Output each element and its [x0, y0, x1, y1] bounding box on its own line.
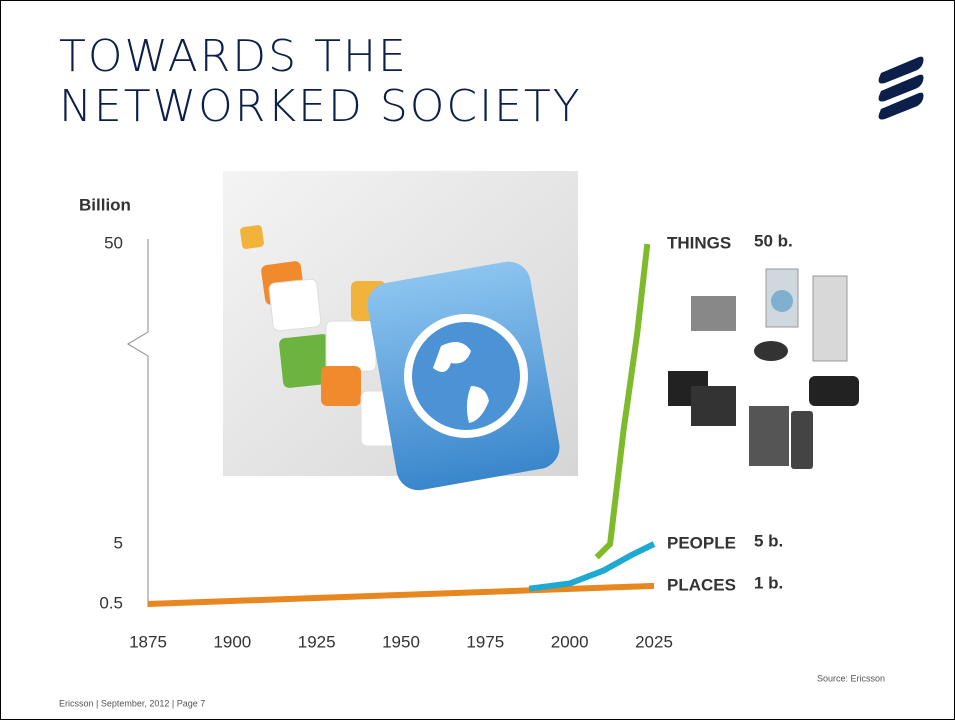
series-total: 1 b. [754, 573, 783, 592]
x-tick-label: 2000 [551, 632, 589, 651]
ericsson-logo [878, 56, 924, 120]
x-tick-label: 1875 [129, 632, 167, 651]
footer: Ericsson | September, 2012 | Page 7 [59, 698, 205, 708]
series-total: 5 b. [754, 531, 783, 550]
y-axis [127, 239, 149, 607]
series-line [594, 243, 651, 560]
y-axis-label: Billion [79, 195, 131, 214]
device-icons [668, 268, 859, 469]
x-tick-label: 1900 [213, 632, 251, 651]
title-line: NETWORKED SOCIETY [59, 81, 582, 132]
series-line [147, 582, 655, 607]
series-label: PEOPLE [667, 533, 736, 552]
series-label: PLACES [667, 575, 736, 594]
y-tick-label: 50 [104, 233, 123, 252]
title-line: TOWARDS THE [59, 31, 408, 82]
y-tick-label: 5 [114, 533, 123, 552]
series-line [528, 541, 656, 592]
series-total: 50 b. [754, 231, 793, 250]
x-tick-label: 2025 [635, 632, 673, 651]
x-tick-label: 1950 [382, 632, 420, 651]
x-tick-label: 1925 [298, 632, 336, 651]
series-label: THINGS [667, 233, 731, 252]
illustration [223, 171, 578, 491]
y-tick-label: 0.5 [99, 593, 123, 612]
x-tick-label: 1975 [466, 632, 504, 651]
source: Source: Ericsson [817, 673, 885, 683]
